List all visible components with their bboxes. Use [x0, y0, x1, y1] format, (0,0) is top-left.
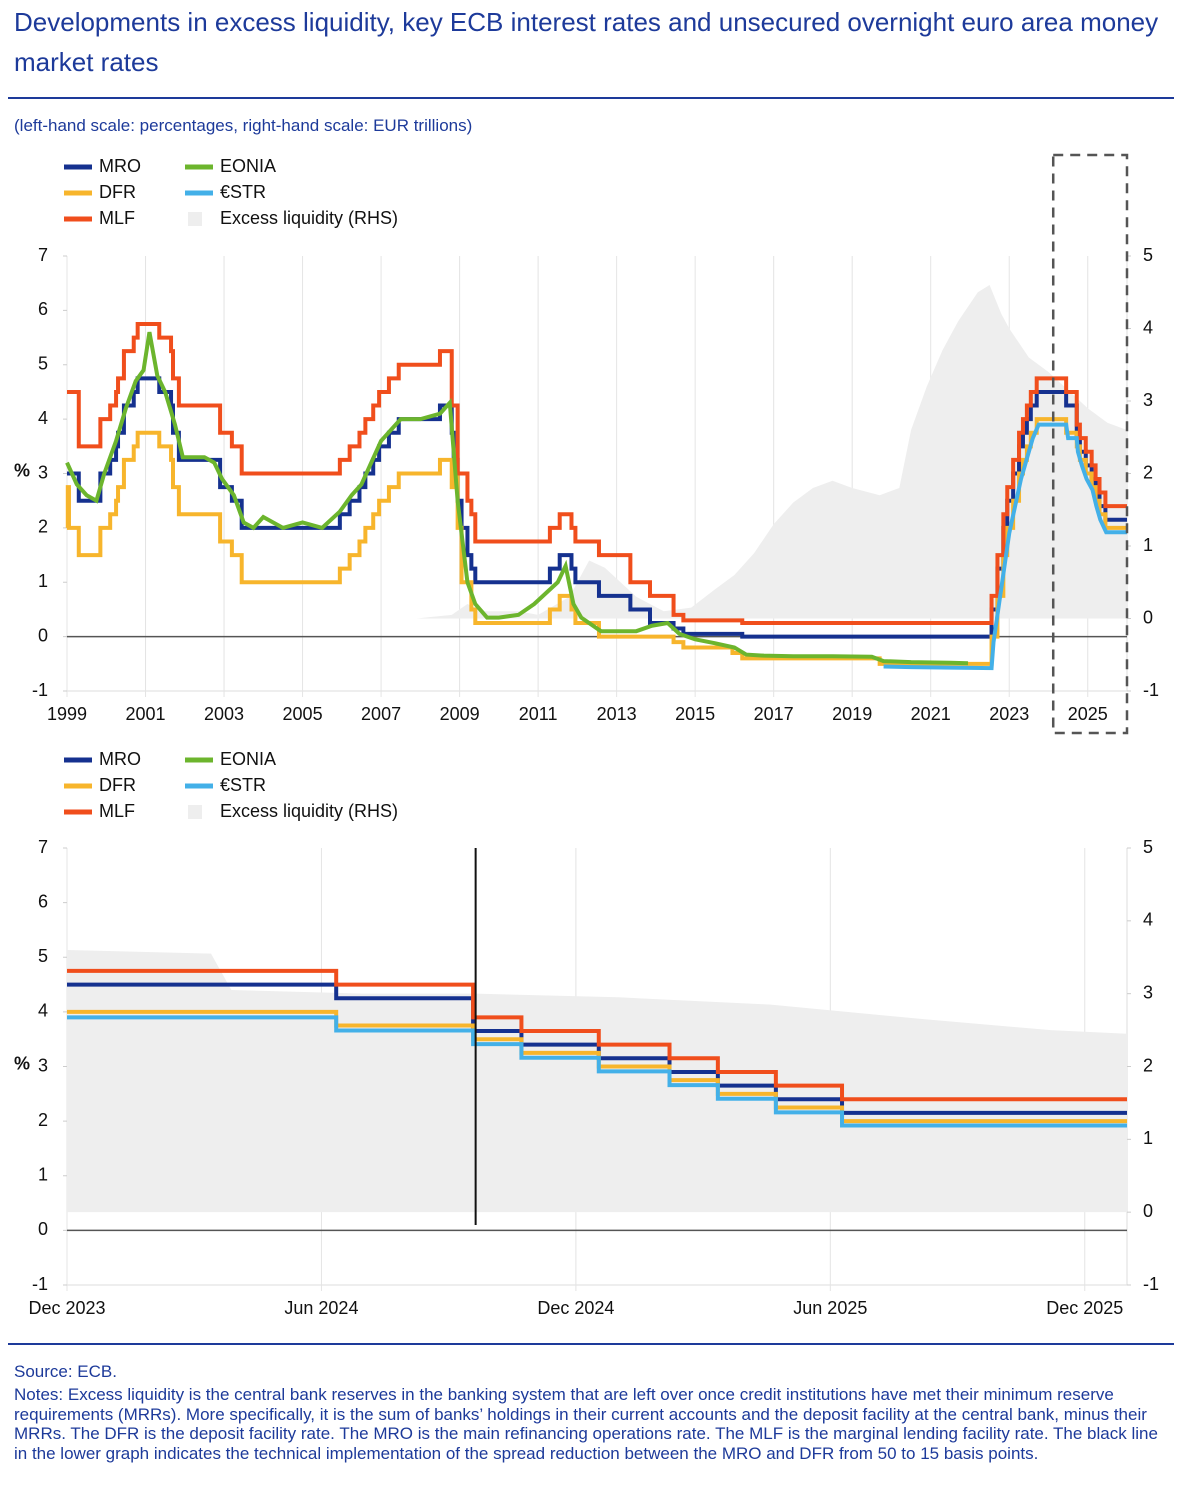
y-tick-label: 4 [38, 1001, 48, 1021]
area [67, 949, 1127, 1213]
x-tick-label: 2013 [597, 704, 637, 724]
y2-tick-label: 2 [1143, 462, 1153, 482]
legend-label: EONIA [220, 156, 276, 176]
y-tick-label: 6 [38, 891, 48, 911]
line [67, 1009, 1127, 1124]
x-tick-label: 1999 [47, 704, 87, 724]
y2-tick-label: 4 [1143, 910, 1153, 930]
y-tick-label: 1 [38, 1165, 48, 1185]
y2-tick-label: 1 [1143, 535, 1153, 555]
y-tick-label: 0 [38, 1219, 48, 1239]
legend-label: DFR [99, 182, 136, 202]
y2-tick-label: -1 [1143, 1274, 1159, 1294]
y2-tick-label: 0 [1143, 607, 1153, 627]
y2-tick-label: 0 [1143, 1201, 1153, 1221]
legend-label: €STR [220, 182, 266, 202]
x-tick-label: 2025 [1068, 704, 1108, 724]
x-tick-label: 2019 [832, 704, 872, 724]
zoom-box [1051, 153, 1129, 735]
y-tick-label: 7 [38, 245, 48, 265]
y2-tick-label: -1 [1143, 680, 1159, 700]
x-tick-label: 2021 [911, 704, 951, 724]
legend-label: MRO [99, 749, 141, 769]
line [67, 1015, 1127, 1128]
y-tick-label: 7 [38, 837, 48, 857]
y-tick-label: 4 [38, 408, 48, 428]
x-tick-label: 2003 [204, 704, 244, 724]
y2-tick-label: 3 [1143, 390, 1153, 410]
y-tick-label: 6 [38, 299, 48, 319]
legend-label: MRO [99, 156, 141, 176]
legend-label: MLF [99, 801, 135, 821]
y-tick-label: 3 [38, 462, 48, 482]
y-tick-label: 3 [38, 1055, 48, 1075]
y-tick-label: 5 [38, 946, 48, 966]
line [65, 331, 969, 666]
legend-label: MLF [99, 208, 135, 228]
y-tick-label: -1 [32, 680, 48, 700]
line [67, 982, 1127, 1115]
x-tick-label: Dec 2024 [537, 1298, 614, 1318]
area [67, 285, 1127, 619]
legend-swatch [188, 805, 202, 819]
x-tick-label: 2023 [989, 704, 1029, 724]
x-tick-label: 2001 [125, 704, 165, 724]
source: Source: ECB. [14, 1362, 117, 1381]
x-tick-label: 2011 [519, 704, 558, 724]
x-tick-label: 2007 [361, 704, 401, 724]
y-tick-label: 1 [38, 571, 48, 591]
x-tick-label: 2009 [440, 704, 480, 724]
rule [8, 1343, 1174, 1345]
legend-swatch [188, 212, 202, 226]
line [883, 422, 1127, 671]
y2-tick-label: 5 [1143, 837, 1153, 857]
y-tick-label: 5 [38, 354, 48, 374]
charts: MRO DFR MLF EONIA €STR Excess liquidity (RHS)… [14, 153, 1159, 1318]
x-tick-label: Dec 2023 [28, 1298, 105, 1318]
x-tick-label: Dec 2025 [1046, 1298, 1123, 1318]
y2-tick-label: 5 [1143, 245, 1153, 265]
legend-label: Excess liquidity (RHS) [220, 208, 398, 228]
subtitle: (left-hand scale: percentages, right-han… [14, 116, 473, 135]
rule [8, 97, 1174, 99]
x-tick-label: 2017 [754, 704, 794, 724]
y-tick-label: 2 [38, 517, 48, 537]
line [67, 321, 1127, 626]
title: Developments in excess liquidity, key EC… [14, 7, 1159, 77]
y-axis-label: % [14, 1053, 30, 1073]
legend-label: Excess liquidity (RHS) [220, 801, 398, 821]
y2-tick-label: 3 [1143, 982, 1153, 1002]
line [67, 968, 1127, 1102]
legend-label: €STR [220, 775, 266, 795]
notes: Notes: Excess liquidity is the central b… [14, 1385, 1158, 1463]
y2-tick-label: 2 [1143, 1055, 1153, 1075]
legend-label: DFR [99, 775, 136, 795]
x-tick-label: Jun 2024 [284, 1298, 358, 1318]
y2-tick-label: 1 [1143, 1128, 1153, 1148]
x-tick-label: Jun 2025 [793, 1298, 867, 1318]
y-axis-label: % [14, 460, 30, 480]
legend-label: EONIA [220, 749, 276, 769]
line [67, 376, 1127, 639]
y2-tick-label: 4 [1143, 317, 1153, 337]
x-tick-label: 2015 [675, 704, 715, 724]
y-tick-label: 0 [38, 625, 48, 645]
y-tick-label: 2 [38, 1110, 48, 1130]
y-tick-label: -1 [32, 1274, 48, 1294]
x-tick-label: 2005 [283, 704, 323, 724]
